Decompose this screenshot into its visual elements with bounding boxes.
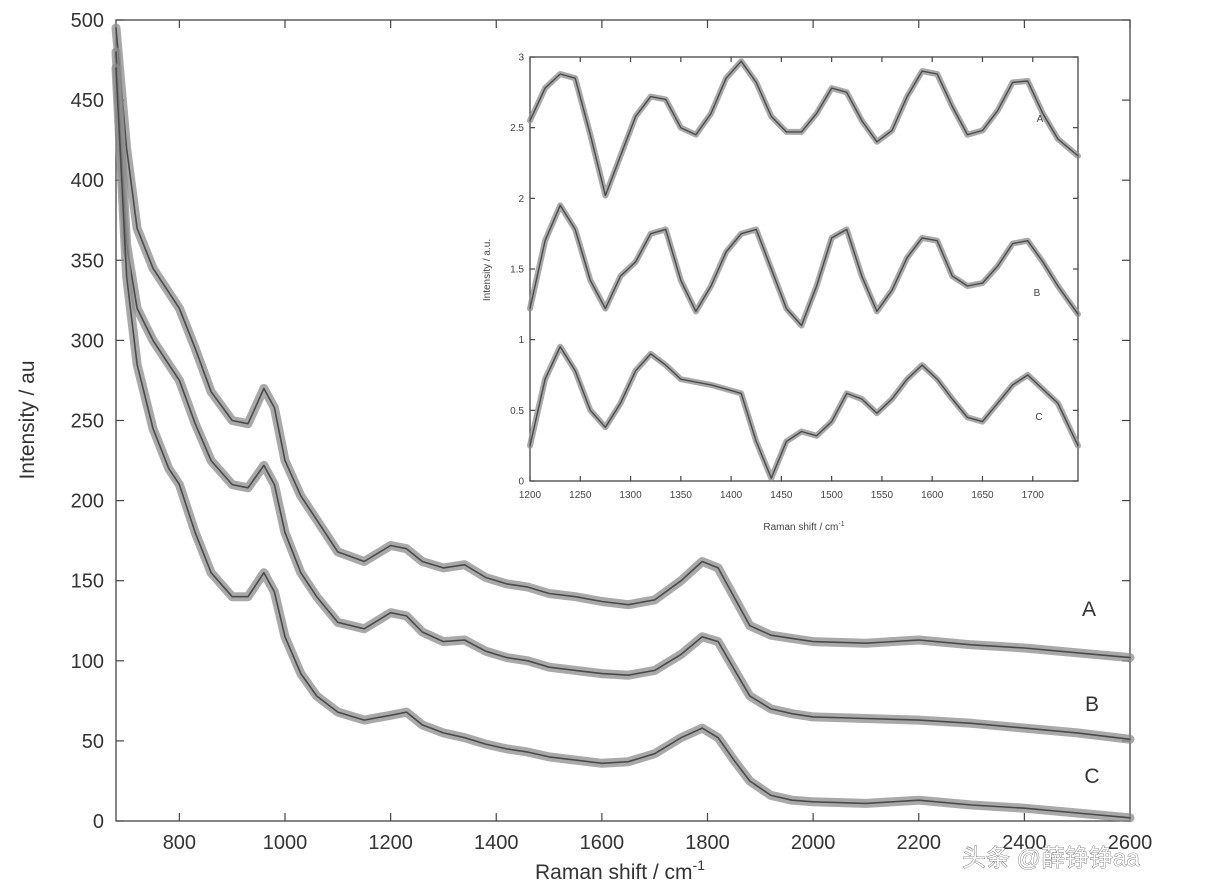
inset-x-tick-label: 1400 [720, 490, 743, 501]
inset-x-tick-label: 1500 [821, 490, 844, 501]
main-y-tick-label: 450 [71, 90, 104, 112]
main-y-tick-label: 0 [93, 811, 104, 833]
main-x-tick-label: 1400 [474, 832, 519, 854]
main-series-b-line [115, 51, 1131, 741]
watermark-text: 头条 @薛铮铮aa [962, 845, 1140, 872]
main-series-c-line [115, 67, 1131, 819]
main-x-tick-label: 2600 [1108, 832, 1153, 854]
inset-series-a-line [529, 60, 1079, 197]
inset-x-tick-label: 1450 [770, 490, 793, 501]
series-label-c: C [1084, 765, 1099, 788]
inset-x-tick-label: 1300 [619, 490, 642, 501]
inset-x-tick-label: 1550 [871, 490, 894, 501]
inset-x-tick-label: 1650 [971, 490, 994, 501]
inset-series-label-b: B [1034, 288, 1041, 299]
main-y-tick-label: 350 [71, 250, 104, 272]
main-x-tick-label: 2200 [897, 832, 942, 854]
inset-y-tick-label: 0.5 [510, 406, 524, 417]
inset-y-tick-label: 2.5 [510, 123, 524, 134]
inset-y-tick-label: 1.5 [510, 265, 524, 276]
main-series-a-line [115, 27, 1131, 659]
inset-x-tick-label: 1200 [519, 490, 542, 501]
main-y-tick-label: 200 [71, 491, 104, 513]
inset-x-tick-label: 1350 [670, 490, 693, 501]
main-x-axis-label: Raman shift / cm-1 [535, 857, 705, 884]
main-y-tick-label: 100 [71, 651, 104, 673]
main-y-tick-label: 250 [71, 411, 104, 433]
main-x-tick-label: 1600 [580, 832, 625, 854]
inset-series-label-c: C [1035, 412, 1042, 423]
main-y-tick-label: 500 [71, 10, 104, 32]
series-label-b: B [1085, 693, 1099, 716]
main-y-axis-label: Intensity / au [16, 360, 39, 479]
main-series-group [111, 23, 1135, 823]
main-y-tick-label: 150 [71, 571, 104, 593]
inset-series-c-line [529, 346, 1079, 479]
main-x-tick-label: 2400 [1002, 832, 1047, 854]
inset-x-tick-label: 1700 [1022, 490, 1045, 501]
inset-x-axis-label: Raman shift / cm-1 [763, 521, 844, 533]
inset-x-tick-label: 1600 [921, 490, 944, 501]
inset-axis-ticks: 1200 1250 1300 1350 1400 1450 1500 1550 1600 1650… [510, 53, 1078, 501]
main-x-tick-label: 1000 [263, 832, 308, 854]
inset-y-tick-label: 1 [518, 335, 524, 346]
main-y-tick-label: 300 [71, 330, 104, 352]
series-label-a: A [1082, 598, 1096, 621]
main-x-tick-label: 1200 [368, 832, 413, 854]
inset-series-b-line [529, 204, 1079, 327]
inset-y-tick-label: 0 [518, 477, 524, 488]
main-x-tick-label: 1800 [685, 832, 730, 854]
inset-y-tick-label: 3 [518, 53, 524, 64]
inset-series-label-a: A [1037, 114, 1044, 125]
inset-y-axis-label: Intensity / a.u. [482, 239, 493, 301]
main-x-tick-label: 2000 [791, 832, 836, 854]
inset-x-tick-label: 1250 [569, 490, 592, 501]
main-axis-ticks: 800 1000 1200 1400 1600 1800 2000 2200 2400 26000… [71, 10, 1153, 854]
inset-series-group [527, 58, 1081, 482]
main-y-tick-label: 50 [82, 731, 104, 753]
inset-y-tick-label: 2 [518, 194, 524, 205]
main-y-tick-label: 400 [71, 170, 104, 192]
main-x-tick-label: 800 [163, 832, 196, 854]
